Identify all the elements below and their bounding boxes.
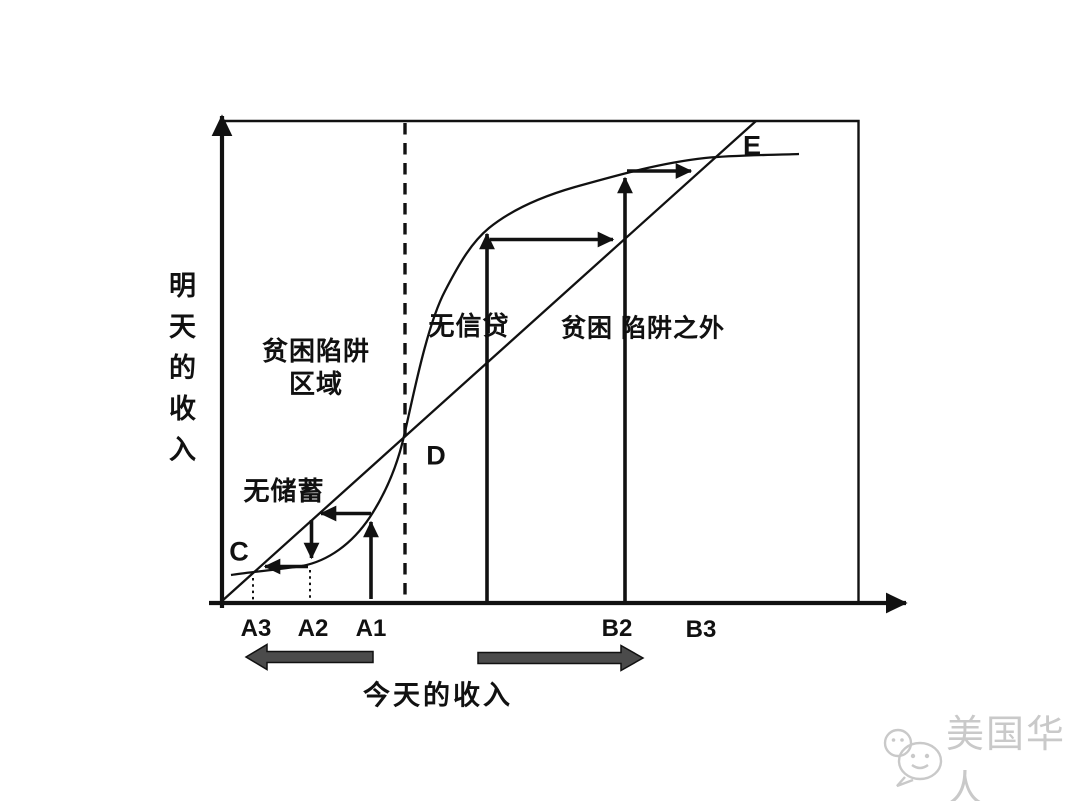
tick-a3: A3 (240, 615, 272, 642)
tick-a2: A2 (297, 615, 329, 642)
outside-poverty-trap-label: 贫困 陷阱之外 (561, 314, 725, 343)
gray-left-direction-arrow (244, 643, 374, 671)
tick-b3: B3 (685, 616, 717, 643)
point-e-label: E (742, 130, 762, 161)
no-savings-label: 无储蓄 (243, 476, 325, 506)
plot-box-border (222, 119, 860, 602)
tick-a1: A1 (355, 615, 387, 642)
watermark-text: 美国华人 (946, 714, 1067, 801)
no-credit-label: 无信贷 (428, 311, 510, 341)
x-axis-title: 今天的收入 (363, 680, 513, 711)
point-d-label: D (426, 440, 446, 471)
y-axis-title: 明天的收入 (165, 271, 195, 476)
s-curve (230, 152, 800, 577)
poverty-trap-region-label-line1: 贫困陷阱 (261, 336, 371, 366)
wechat-bubbles-logo (883, 728, 943, 788)
poverty-trap-region-label-line2: 区域 (288, 369, 344, 399)
gray-right-direction-arrow (477, 644, 645, 672)
point-c-label: C (229, 536, 249, 567)
tick-b2: B2 (601, 615, 633, 642)
